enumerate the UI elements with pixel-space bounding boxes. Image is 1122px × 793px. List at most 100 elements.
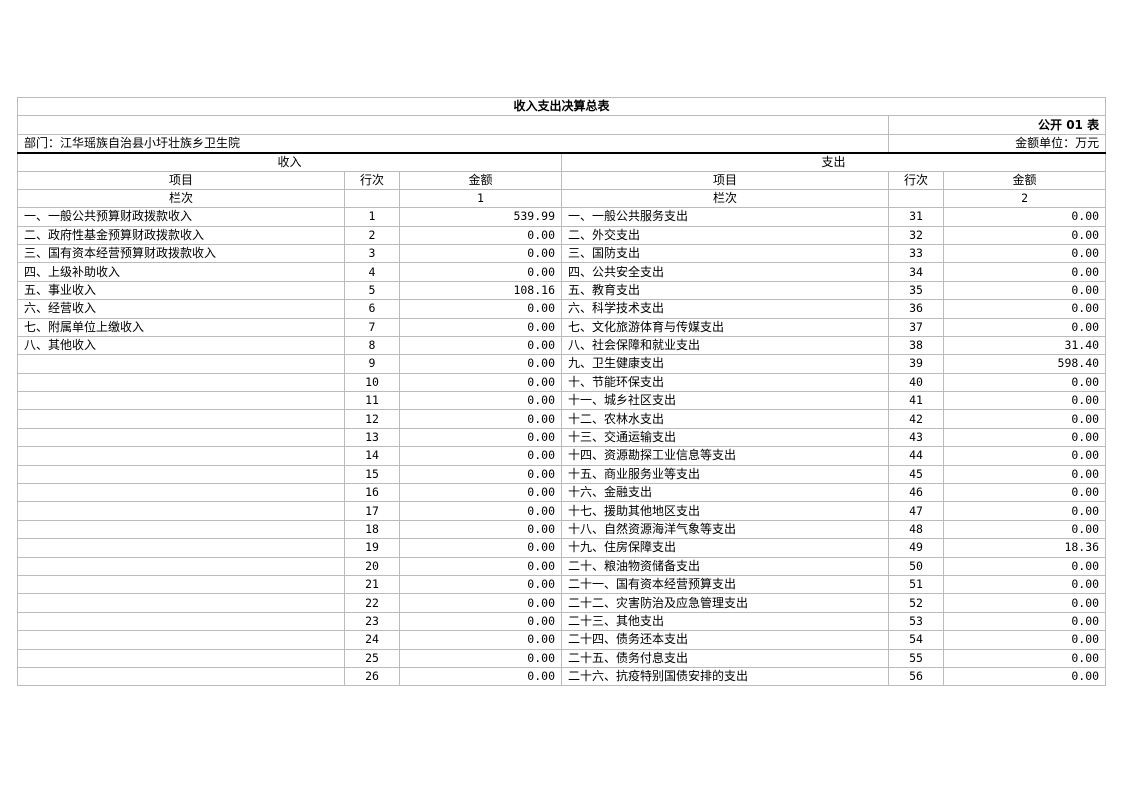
income-amount: 108.16 [399,280,562,301]
income-item: 二、政府性基金预算财政拨款收入 [17,225,345,245]
expense-row-no: 47 [888,501,944,521]
expense-col-index: 2 [942,189,1107,209]
income-item [17,464,345,485]
expense-amount: 0.00 [942,574,1107,595]
expense-amount: 0.00 [942,556,1107,576]
income-row-no: 3 [344,243,400,264]
expense-item: 五、教育支出 [561,280,889,301]
income-item [17,354,345,374]
expense-row-no: 41 [888,391,944,411]
expense-item: 十、节能环保支出 [561,372,889,393]
income-row-no: 23 [344,611,400,632]
expense-row-no: 32 [888,225,944,245]
income-item: 四、上级补助收入 [17,262,345,282]
expense-item: 六、科学技术支出 [561,299,889,319]
income-item: 八、其他收入 [17,335,345,356]
income-row-no: 20 [344,556,400,576]
table-row: 17 0.00 十七、援助其他地区支出 47 0.00 [17,501,1107,521]
income-row-no: 2 [344,225,400,245]
income-row-no: 4 [344,262,400,282]
expense-amount: 0.00 [942,262,1107,282]
income-amount: 0.00 [399,372,562,393]
expense-item: 二、外交支出 [561,225,889,245]
expense-item: 三、国防支出 [561,243,889,264]
income-amount: 0.00 [399,611,562,632]
income-row-no: 6 [344,299,400,319]
table-row: 15 0.00 十五、商业服务业等支出 45 0.00 [17,464,1107,485]
income-row-header: 行次 [344,171,400,191]
income-row-no: 12 [344,409,400,429]
income-item [17,593,345,613]
expense-item: 十八、自然资源海洋气象等支出 [561,519,889,540]
expense-amount: 0.00 [942,317,1107,337]
income-amount: 0.00 [399,354,562,374]
expense-amount: 0.00 [942,427,1107,448]
expense-row-no: 39 [888,354,944,374]
table-row: 18 0.00 十八、自然资源海洋气象等支出 48 0.00 [17,519,1107,540]
expense-amount: 0.00 [942,372,1107,393]
income-amount: 0.00 [399,446,562,466]
expense-header: 支出 [560,152,1107,173]
income-row-no: 13 [344,427,400,448]
income-amount: 0.00 [399,519,562,540]
expense-item: 二十六、抗疫特别国债安排的支出 [561,666,889,687]
income-amount-header: 金额 [399,171,562,191]
expense-amount: 0.00 [942,666,1107,687]
income-row-no: 17 [344,501,400,521]
income-row-no: 8 [344,335,400,356]
income-amount: 0.00 [399,427,562,448]
expense-item: 九、卫生健康支出 [561,354,889,374]
expense-amount: 0.00 [942,483,1107,503]
expense-row-no: 43 [888,427,944,448]
income-item: 七、附属单位上缴收入 [17,317,345,337]
expense-amount: 0.00 [942,519,1107,540]
expense-item: 二十四、债务还本支出 [561,630,889,650]
table-row: 20 0.00 二十、粮油物资储备支出 50 0.00 [17,556,1107,576]
income-amount: 0.00 [399,335,562,356]
table-row: 26 0.00 二十六、抗疫特别国债安排的支出 56 0.00 [17,666,1107,687]
expense-item: 十三、交通运输支出 [561,427,889,448]
table-row: 一、一般公共预算财政拨款收入 1 539.99 一、一般公共服务支出 31 0.00 [17,207,1107,227]
income-amount: 0.00 [399,299,562,319]
income-amount: 0.00 [399,262,562,282]
expense-row-no: 36 [888,299,944,319]
expense-amount: 0.00 [942,593,1107,613]
expense-row-no: 37 [888,317,944,337]
income-index-label: 栏次 [17,189,345,209]
income-amount: 0.00 [399,630,562,650]
table-row: 六、经营收入 6 0.00 六、科学技术支出 36 0.00 [17,299,1107,319]
expense-index-label: 栏次 [561,189,889,209]
expense-row-no: 50 [888,556,944,576]
income-item [17,519,345,540]
income-amount: 0.00 [399,574,562,595]
income-item [17,409,345,429]
expense-item: 七、文化旅游体育与传媒支出 [561,317,889,337]
income-amount: 0.00 [399,464,562,485]
income-amount: 0.00 [399,225,562,245]
expense-item: 十五、商业服务业等支出 [561,464,889,485]
table-row: 21 0.00 二十一、国有资本经营预算支出 51 0.00 [17,574,1107,595]
expense-row-no: 45 [888,464,944,485]
income-row-no: 25 [344,648,400,668]
income-row-no: 9 [344,354,400,374]
expense-row-no: 52 [888,593,944,613]
expense-row-header: 行次 [888,171,944,191]
expense-amount: 0.00 [942,630,1107,650]
expense-row-no: 38 [888,335,944,356]
table-row: 五、事业收入 5 108.16 五、教育支出 35 0.00 [17,280,1107,301]
expense-row-no: 35 [888,280,944,301]
income-item [17,483,345,503]
expense-row-no: 31 [888,207,944,227]
expense-item-header: 项目 [561,171,889,191]
expense-item: 十二、农林水支出 [561,409,889,429]
expense-row-no: 56 [888,666,944,687]
income-amount: 0.00 [399,243,562,264]
expense-amount-header: 金额 [942,171,1107,191]
income-item: 三、国有资本经营预算财政拨款收入 [17,243,345,264]
income-item [17,501,345,521]
income-amount: 0.00 [399,666,562,687]
table-row: 9 0.00 九、卫生健康支出 39 598.40 [17,354,1107,374]
income-item: 六、经营收入 [17,299,345,319]
income-col-index: 1 [399,189,562,209]
income-row-no: 22 [344,593,400,613]
